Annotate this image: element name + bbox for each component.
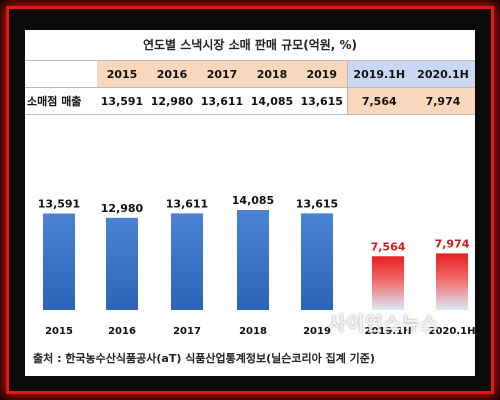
x-tick-label: 2017 <box>173 326 201 337</box>
table-header-cell: 2016 <box>147 60 197 88</box>
bar-2015 <box>43 213 75 310</box>
table-cell: 13,611 <box>197 87 247 115</box>
table-header-cell: 2020.1H <box>411 60 475 88</box>
bar-value-label: 12,980 <box>101 202 144 215</box>
bar-value-label: 7,974 <box>435 237 470 250</box>
bar-value-label: 7,564 <box>371 240 406 253</box>
table-row: 소매점 매출 13,591 12,980 13,611 14,085 13,61… <box>25 87 475 115</box>
source-note: 출처 : 한국농수산식품공사(aT) 식품산업통계정보(닐슨코리아 집계 기준) <box>33 352 375 365</box>
bar-2019.1H <box>372 256 404 310</box>
table-header-cell: 2019.1H <box>346 60 411 88</box>
x-tick-label: 2018 <box>239 326 267 337</box>
table-row-label: 소매점 매출 <box>25 87 97 115</box>
table-cell: 14,085 <box>247 87 297 115</box>
bar-2018 <box>237 210 269 310</box>
x-tick-label: 2019 <box>303 326 331 337</box>
bar-2017 <box>171 213 203 310</box>
bar-2016 <box>106 217 138 310</box>
table-cell: 13,591 <box>97 87 147 115</box>
x-tick-label: 2016 <box>108 326 136 337</box>
bar-2020.1H <box>436 253 468 310</box>
table-cell: 12,980 <box>147 87 197 115</box>
bar-value-label: 14,085 <box>232 194 274 207</box>
table-header-cell: 2017 <box>197 60 247 88</box>
chart-panel: 연도별 스낵시장 소매 판매 규모(억원, %) 2015 2016 2017 … <box>25 30 475 376</box>
table-cell: 7,974 <box>411 87 475 115</box>
table-cell: 13,615 <box>297 87 347 115</box>
bar-chart: 13,591 2015 12,980 2016 13,611 2017 14,085 2018… <box>38 194 475 337</box>
bar-value-label: 13,615 <box>296 197 338 210</box>
table-header-cell: 2015 <box>97 60 147 88</box>
chart-title: 연도별 스낵시장 소매 판매 규모(억원, %) <box>142 38 358 52</box>
watermark: 사이언스뉴스 <box>328 313 439 335</box>
x-tick-label: 2020.1H <box>429 326 475 337</box>
x-tick-label: 2019.1H <box>365 326 412 337</box>
table-cell: 7,564 <box>346 87 411 115</box>
table-header-row: 2015 2016 2017 2018 2019 2019.1H 2020.1H <box>25 60 475 88</box>
data-table: 2015 2016 2017 2018 2019 2019.1H 2020.1H… <box>25 60 475 115</box>
bar-2019 <box>301 213 333 310</box>
bar-value-label: 13,611 <box>166 197 208 210</box>
bar-value-label: 13,591 <box>38 198 80 211</box>
table-corner-cell <box>25 60 97 88</box>
table-header-cell: 2019 <box>297 60 347 88</box>
table-header-cell: 2018 <box>247 60 297 88</box>
x-tick-label: 2015 <box>45 326 73 337</box>
